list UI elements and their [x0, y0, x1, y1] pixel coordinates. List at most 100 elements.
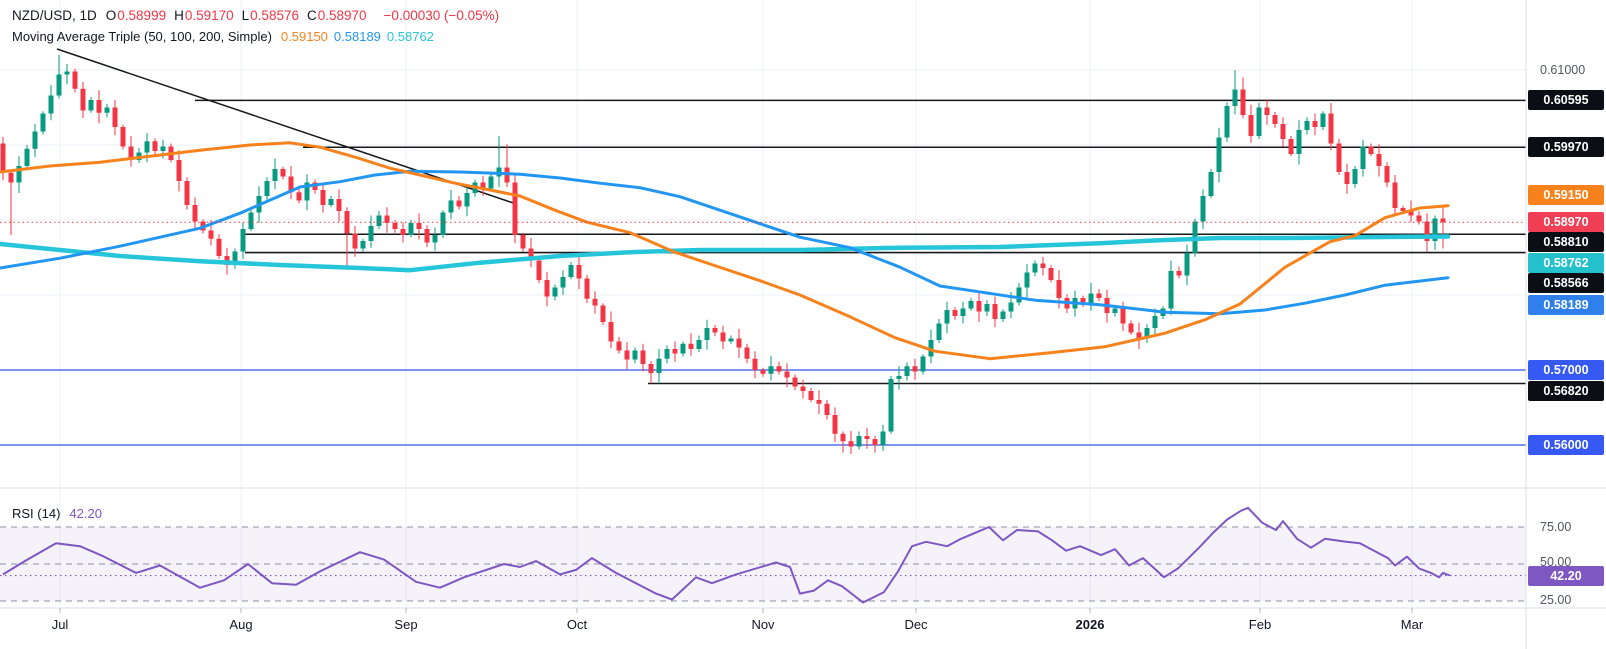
candle-body — [1432, 218, 1438, 241]
candle-body — [448, 200, 454, 213]
candle-body — [656, 358, 662, 373]
rsi-current-value: 42.20 — [69, 506, 102, 521]
candle-body — [808, 391, 814, 400]
indicator-legend-row[interactable]: Moving Average Triple (50, 100, 200, Sim… — [12, 29, 440, 44]
candle-body — [1440, 218, 1446, 223]
time-axis[interactable]: Jul Aug Sep Oct Nov Dec 2026 Feb Mar — [0, 609, 1606, 649]
candle-body — [264, 181, 270, 196]
candle-body — [104, 107, 110, 113]
candle-body — [480, 182, 486, 189]
candle-body — [1208, 172, 1214, 196]
candle-body — [1216, 137, 1222, 172]
candle-body — [424, 229, 430, 243]
time-label-Mar: Mar — [1400, 617, 1424, 632]
symbol-legend-row[interactable]: NZD/USD, 1D O0.58999 H0.59170 L0.58576 C0.5… — [12, 8, 499, 23]
axis-label-25.00: 25.00 — [1540, 593, 1572, 607]
candle-body — [64, 71, 70, 75]
candle-body — [160, 146, 166, 151]
candle-body — [960, 308, 966, 316]
candle-body — [384, 215, 390, 223]
axis-label-75.00: 75.00 — [1540, 520, 1572, 534]
candle-body — [1120, 308, 1126, 324]
candle-body — [992, 304, 998, 319]
candle-body — [272, 169, 278, 181]
candle-body — [520, 235, 526, 249]
candle-body — [840, 433, 846, 442]
candle-body — [648, 364, 654, 373]
candle-body — [528, 248, 534, 261]
candle-body — [1144, 328, 1150, 339]
candle-body — [928, 340, 934, 357]
candle-body — [896, 376, 902, 379]
price-badge-0.60595: 0.60595 — [1528, 90, 1604, 110]
candle-body — [1024, 272, 1030, 288]
candle-body — [880, 431, 886, 445]
candle-body — [640, 350, 646, 364]
candle-body — [1008, 302, 1014, 312]
candle-body — [1136, 332, 1142, 339]
ohlc-o: O0.58999 — [105, 8, 167, 23]
candle-body — [1000, 311, 1006, 319]
candle-body — [704, 328, 710, 340]
candle-body — [968, 301, 974, 309]
candle-body — [416, 223, 422, 229]
price-axis[interactable]: 0.61000 0.60595 0.59970 0.59150 0.58970 0.588… — [1527, 0, 1606, 649]
candle-body — [1032, 263, 1038, 273]
candle-body — [280, 169, 286, 177]
price-badge-0.58970: 0.58970 — [1528, 212, 1604, 232]
candle-body — [1096, 293, 1102, 298]
candle-body — [1016, 287, 1022, 303]
candle-body — [920, 356, 926, 372]
candle-body — [1248, 115, 1254, 136]
candle-body — [696, 340, 702, 349]
candle-body — [1272, 115, 1278, 124]
candle-body — [984, 304, 990, 312]
ohlc-c: C0.58970 — [306, 8, 367, 23]
price-badge-0.58189: 0.58189 — [1528, 295, 1604, 315]
candle-body — [208, 230, 214, 239]
rsi-legend-row[interactable]: RSI (14) 42.20 — [12, 506, 102, 521]
candle-body — [1048, 268, 1054, 280]
price-badge-0.58810: 0.58810 — [1528, 232, 1604, 252]
candle-body — [152, 141, 158, 151]
candle-body — [1416, 215, 1422, 222]
candle-body — [408, 223, 414, 235]
candle-body — [240, 229, 246, 252]
candle-body — [976, 301, 982, 312]
symbol-title: NZD/USD, 1D — [12, 8, 97, 23]
ohlc-h: H0.59170 — [174, 8, 234, 23]
candle-body — [864, 436, 870, 439]
candle-body — [752, 358, 758, 370]
candle-body — [328, 199, 334, 205]
candle-body — [296, 192, 302, 201]
time-label-Aug: Aug — [229, 617, 253, 632]
candle-body — [712, 328, 718, 333]
indicator-value: 0.59150 — [280, 29, 328, 44]
rsi-line — [2, 506, 1451, 604]
candle-body — [952, 310, 958, 316]
candle-body — [432, 235, 438, 243]
candle-body — [832, 415, 838, 434]
candle-body — [1184, 253, 1190, 276]
price-badge-0.57000: 0.57000 — [1528, 360, 1604, 380]
candle-body — [1360, 146, 1366, 169]
candle-body — [536, 260, 542, 280]
candle-body — [456, 200, 462, 207]
candle-body — [304, 182, 310, 201]
candle-body — [760, 370, 766, 374]
time-label-Jul: Jul — [51, 617, 69, 632]
ohlc-values: O0.58999 H0.59170 L0.58576 C0.58970 — [106, 8, 375, 23]
candle-body — [904, 366, 910, 376]
candle-body — [888, 379, 894, 432]
rsi-indicator-name: RSI (14) — [12, 506, 61, 521]
candle-body — [1080, 298, 1086, 304]
candle-body — [488, 176, 494, 189]
candle-body — [368, 226, 374, 241]
candle-body — [464, 193, 470, 207]
candle-body — [600, 305, 606, 322]
candle-body — [824, 403, 830, 415]
candle-body — [1312, 121, 1318, 127]
candle-body — [728, 338, 734, 342]
